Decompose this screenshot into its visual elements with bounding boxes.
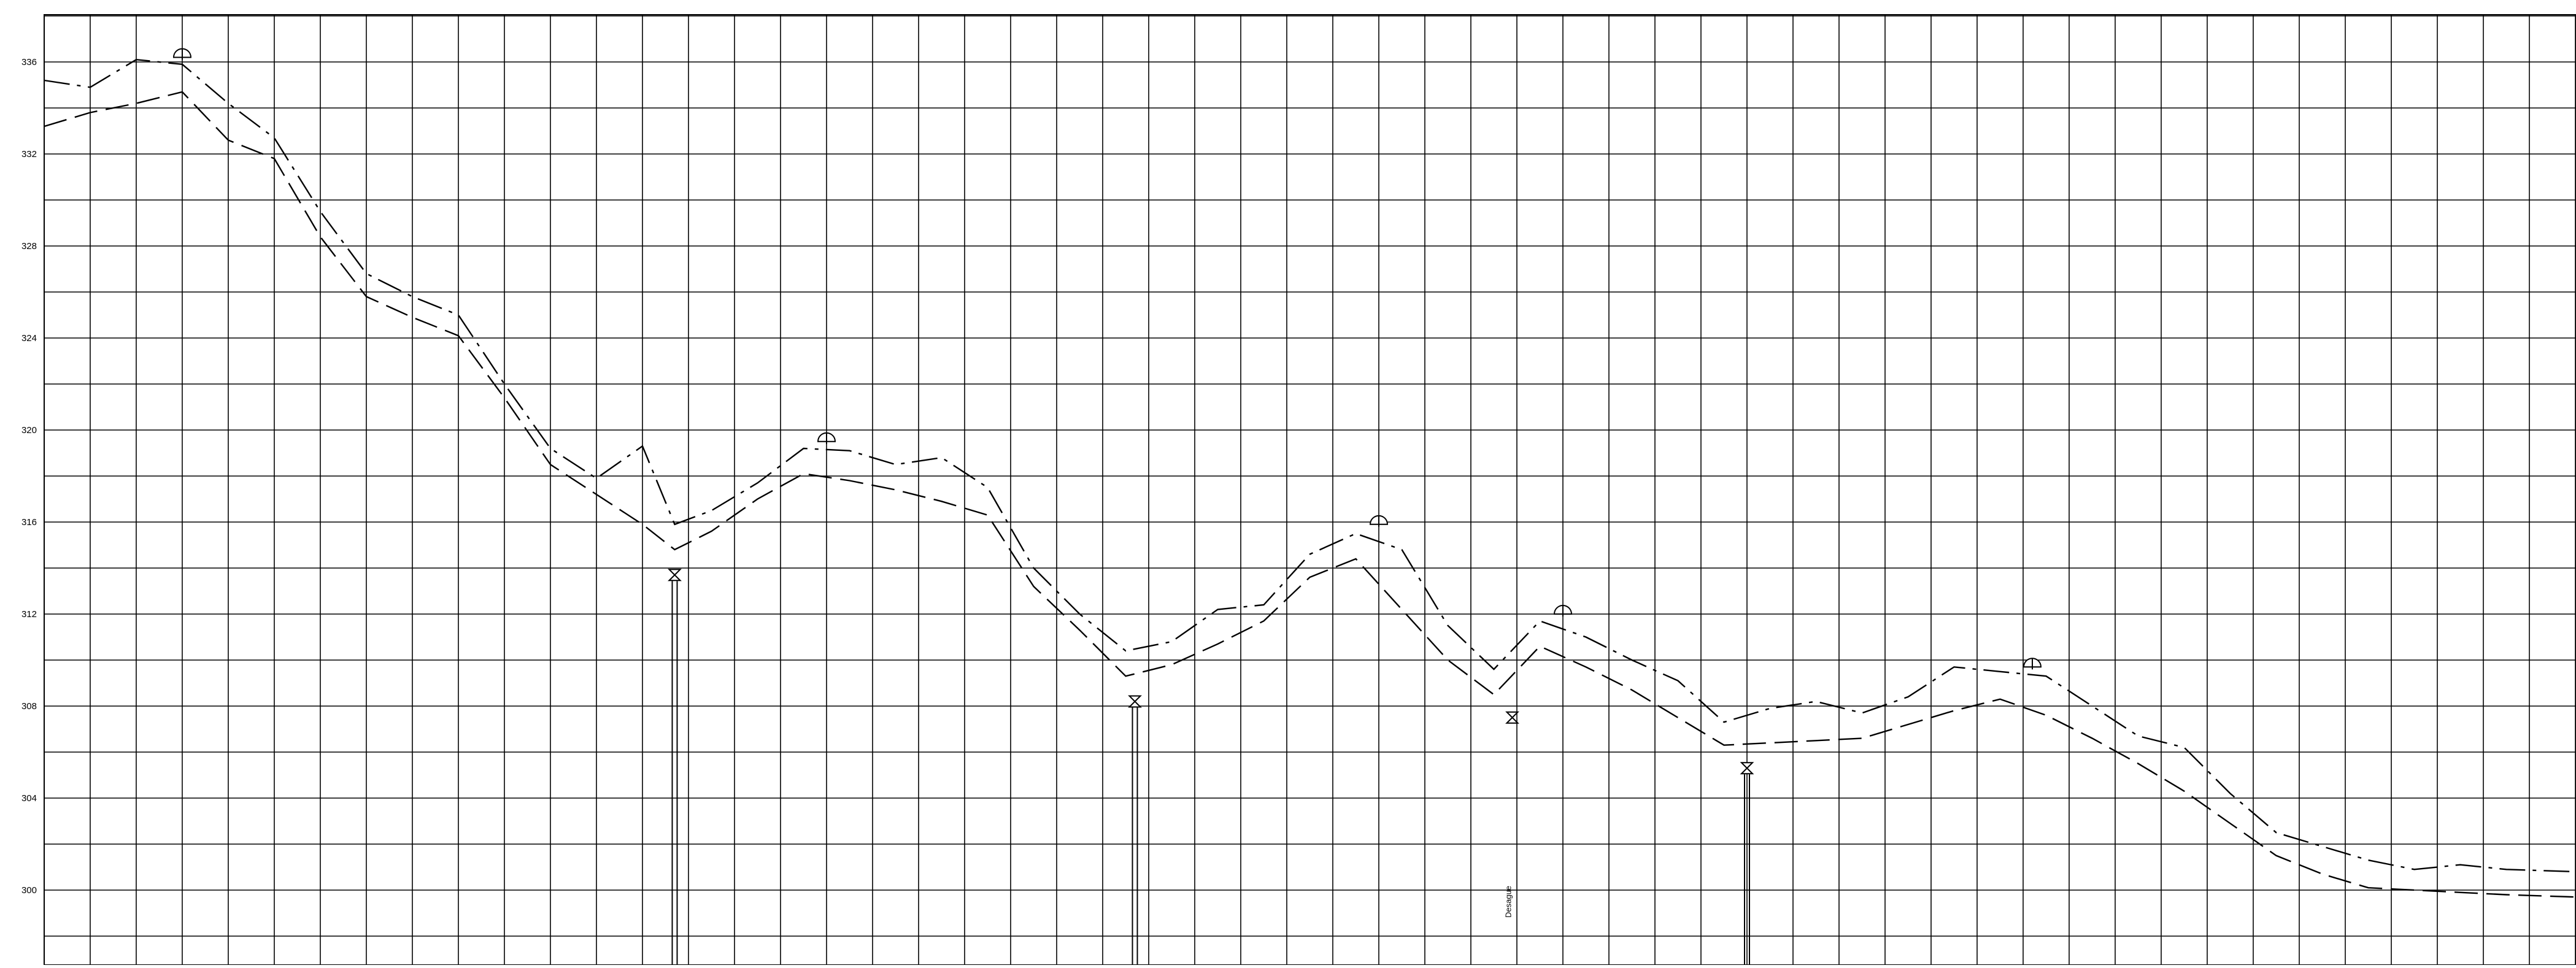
series-line-pipe [44,91,2576,898]
plot-frame [44,14,2576,966]
drain-valve-icon [1740,762,1754,775]
y-tick-label: 332 [21,149,37,159]
y-tick-label: 336 [21,57,37,67]
annotation-label: Desague [1504,886,1513,918]
series-line-ground [44,58,2576,873]
y-tick-label: 312 [21,609,37,620]
drain-valve-icon [1128,695,1142,708]
y-tick-label: 316 [21,517,37,528]
y-tick-label: 328 [21,241,37,252]
y-tick-label: 304 [21,793,37,804]
y-tick-label: 308 [21,701,37,712]
y-tick-label: 300 [21,885,37,896]
y-tick-label: 324 [21,333,37,344]
y-tick-label: 320 [21,425,37,436]
drain-valve-icon [1505,711,1519,724]
drain-valve-icon [668,569,682,582]
